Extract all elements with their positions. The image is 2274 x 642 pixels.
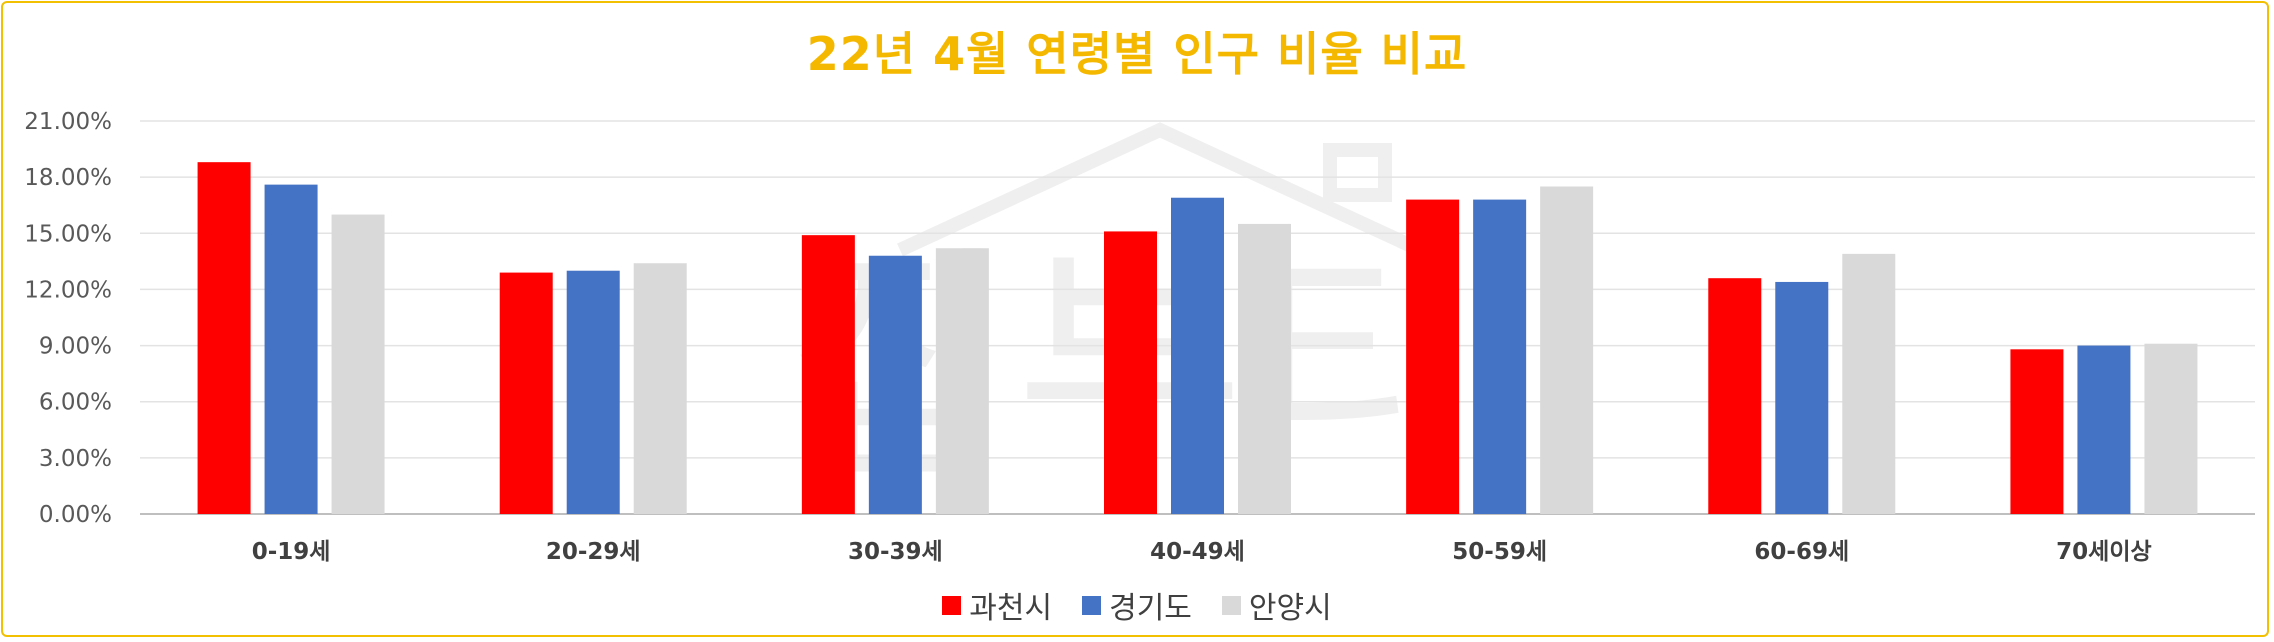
bar-0-3 bbox=[1104, 231, 1157, 514]
x-tick-label: 70세이상 bbox=[2056, 539, 2152, 565]
bar-2-6 bbox=[2144, 343, 2198, 514]
legend-label: 경기도 bbox=[1109, 591, 1192, 626]
legend-swatch bbox=[942, 595, 962, 615]
bar-1-2 bbox=[868, 255, 922, 514]
bars bbox=[197, 162, 2198, 515]
chart-title: 22년 4월 연령별 인구 비율 비교 bbox=[806, 27, 1468, 81]
bar-2-3 bbox=[1238, 223, 1291, 514]
legend-swatch bbox=[1221, 595, 1241, 615]
legend-item-0: 과천시 bbox=[942, 583, 1052, 627]
bar-1-6 bbox=[2077, 345, 2131, 514]
bar-0-0 bbox=[197, 162, 251, 514]
x-tick-label: 40-49세 bbox=[1150, 539, 1245, 565]
legend-label: 안양시 bbox=[1248, 591, 1332, 626]
bar-1-5 bbox=[1775, 281, 1829, 514]
x-axis-labels: 0-19세 20-29세 30-39세 40-49세 50-59세 60-69세 70세이상 bbox=[252, 539, 2152, 565]
legend: 과천시 경기도 안양시 bbox=[0, 583, 2274, 627]
x-tick-label: 20-29세 bbox=[546, 539, 641, 565]
bar-1-3 bbox=[1171, 197, 1224, 514]
x-tick-label: 0-19세 bbox=[252, 539, 331, 565]
legend-label: 과천시 bbox=[969, 591, 1053, 626]
x-tick-label: 30-39세 bbox=[848, 539, 943, 565]
bar-1-1 bbox=[566, 270, 620, 514]
x-tick-label: 60-69세 bbox=[1754, 539, 1849, 565]
y-tick-label: 21.00% bbox=[24, 109, 112, 135]
legend-swatch bbox=[1082, 595, 1102, 615]
bar-0-2 bbox=[801, 235, 855, 514]
bar-2-1 bbox=[633, 263, 687, 514]
bar-2-5 bbox=[1842, 253, 1896, 514]
bar-0-4 bbox=[1406, 199, 1460, 514]
legend-item-2: 안양시 bbox=[1221, 583, 1332, 627]
y-tick-label: 12.00% bbox=[24, 277, 112, 303]
bar-0-5 bbox=[1708, 278, 1762, 514]
bar-2-2 bbox=[935, 248, 989, 514]
bar-0-6 bbox=[2010, 349, 2064, 514]
bar-0-1 bbox=[499, 272, 553, 514]
y-tick-label: 18.00% bbox=[24, 165, 112, 191]
bar-1-0 bbox=[264, 184, 318, 514]
y-tick-label: 15.00% bbox=[24, 221, 112, 247]
y-tick-label: 9.00% bbox=[39, 334, 112, 360]
y-tick-label: 3.00% bbox=[39, 446, 112, 472]
y-tick-label: 0.00% bbox=[39, 502, 112, 528]
bar-2-0 bbox=[331, 214, 385, 515]
bar-2-4 bbox=[1540, 186, 1594, 514]
legend-item-1: 경기도 bbox=[1082, 583, 1192, 627]
x-tick-label: 50-59세 bbox=[1452, 539, 1547, 565]
bar-1-4 bbox=[1473, 199, 1527, 514]
y-axis-ticks: 0.00% 3.00% 6.00% 9.00% 12.00% 15.00% 18.00% 21… bbox=[24, 109, 112, 528]
y-tick-label: 6.00% bbox=[39, 390, 112, 416]
